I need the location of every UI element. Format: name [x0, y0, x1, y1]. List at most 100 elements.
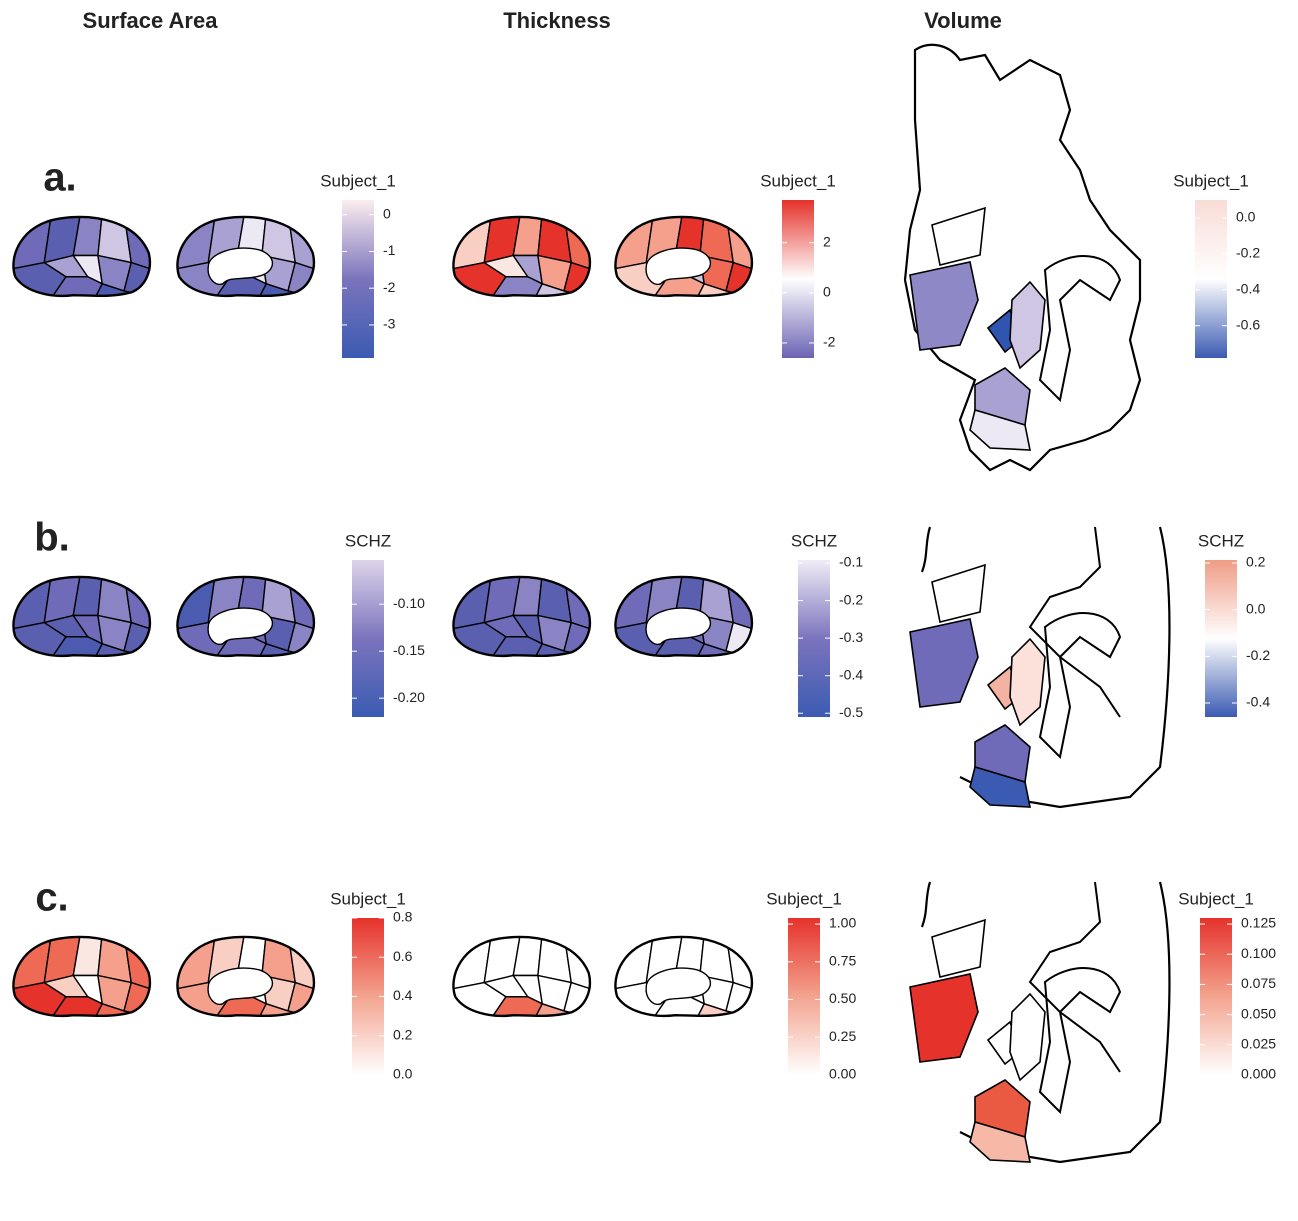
colorbar-tick-label: -0.4 — [1246, 694, 1270, 710]
colorbar-tick-label: -0.6 — [1236, 316, 1260, 332]
volume-outline — [903, 43, 1142, 472]
medial-wall — [646, 248, 710, 284]
volume-map — [909, 526, 1171, 809]
volume-outline — [1038, 255, 1122, 403]
brain-surface — [8, 933, 153, 1018]
brain-surface — [172, 933, 317, 1018]
colorbar-tick-label: 0.2 — [393, 1026, 413, 1042]
medial-wall — [208, 968, 272, 1004]
legend-title: Subject_1 — [760, 171, 836, 190]
volume-outline — [1028, 881, 1121, 1073]
colorbar-tick-label: -2 — [823, 334, 836, 350]
row-label: c. — [35, 876, 68, 920]
column-header: Thickness — [503, 8, 611, 33]
colorbar — [798, 560, 830, 717]
brain-surface — [448, 213, 593, 298]
volume-region — [1009, 637, 1046, 727]
colorbar-tick-label: -0.15 — [393, 642, 425, 658]
legend-title: SCHZ — [1198, 531, 1244, 550]
medial-wall — [208, 248, 272, 284]
colorbar-tick-label: 0 — [823, 283, 831, 299]
brain-outline — [13, 937, 149, 1016]
volume-region — [974, 724, 1031, 784]
brain-surface — [448, 933, 593, 1018]
medial-wall — [646, 968, 710, 1004]
colorbar-tick-label: 0.025 — [1241, 1036, 1276, 1052]
colorbar-tick-label: 0.0 — [393, 1066, 413, 1082]
volume-outline — [1038, 967, 1122, 1115]
medial-wall — [646, 608, 710, 644]
brain-surface — [610, 213, 755, 298]
colorbar-tick-label: 0.75 — [829, 952, 856, 968]
legend-title: Subject_1 — [1173, 171, 1249, 190]
brain-surface — [610, 933, 755, 1018]
volume-outline — [959, 526, 1171, 809]
colorbar-tick-label: -0.2 — [1236, 245, 1260, 261]
colorbar-tick-label: 2 — [823, 233, 831, 249]
colorbar — [1205, 560, 1237, 717]
legend-title: Subject_1 — [320, 171, 396, 190]
row-label: b. — [34, 516, 70, 560]
colorbar — [1200, 918, 1232, 1075]
colorbar — [342, 200, 374, 358]
colorbar — [1195, 200, 1227, 358]
colorbar-tick-label: -0.10 — [393, 595, 425, 611]
colorbar-tick-label: 0.000 — [1241, 1066, 1276, 1082]
brain-outline — [615, 217, 751, 296]
volume-region — [931, 563, 986, 623]
volume-region — [974, 1079, 1031, 1139]
colorbar-tick-label: -3 — [383, 316, 396, 332]
legend-title: Subject_1 — [766, 889, 842, 908]
colorbar-tick-label: -0.4 — [1236, 280, 1260, 296]
volume-region — [909, 261, 979, 351]
legend-title: Subject_1 — [330, 889, 406, 908]
colorbar-tick-label: 0.25 — [829, 1028, 856, 1044]
colorbar — [352, 918, 384, 1075]
brain-outline — [177, 937, 313, 1016]
column-header: Volume — [924, 8, 1002, 33]
row-label: a. — [43, 156, 76, 200]
brain-surface — [172, 573, 317, 658]
colorbar-tick-label: 0.2 — [1246, 554, 1266, 570]
volume-region — [1009, 992, 1046, 1082]
volume-region — [909, 973, 979, 1063]
volume-region — [931, 918, 986, 978]
volume-region — [1009, 280, 1046, 370]
volume-outline — [1038, 612, 1122, 760]
colorbar-tick-label: 0.100 — [1241, 945, 1276, 961]
brain-outline — [177, 577, 313, 656]
volume-outline — [1028, 526, 1121, 718]
brain-outline — [453, 577, 589, 656]
colorbar-tick-label: 0 — [383, 205, 391, 221]
brain-surface — [172, 213, 317, 298]
colorbar-tick-label: 0.4 — [393, 987, 413, 1003]
volume-map — [903, 43, 1142, 472]
colorbar-tick-label: -0.3 — [839, 629, 863, 645]
colorbar — [352, 560, 384, 717]
brain-outline — [13, 217, 149, 296]
legend-title: SCHZ — [791, 531, 837, 550]
brain-outline — [615, 937, 751, 1016]
colorbar-tick-label: 0.50 — [829, 990, 856, 1006]
colorbar-tick-label: -0.1 — [839, 554, 863, 570]
volume-region — [969, 765, 1031, 808]
colorbar-tick-label: -0.20 — [393, 689, 425, 705]
brain-outline — [13, 577, 149, 656]
colorbar-tick-label: 0.050 — [1241, 1005, 1276, 1021]
colorbar-tick-label: -0.5 — [839, 704, 863, 720]
colorbar-tick-label: 0.8 — [393, 909, 413, 925]
volume-region — [969, 1120, 1031, 1163]
brain-surface — [610, 573, 755, 658]
volume-region — [974, 367, 1031, 427]
colorbar-tick-label: 1.00 — [829, 915, 856, 931]
volume-outline — [920, 526, 932, 573]
colorbar-tick-label: 0.0 — [1236, 209, 1256, 225]
colorbar-tick-label: 0.00 — [829, 1066, 856, 1082]
brain-outline — [453, 937, 589, 1016]
colorbar-tick-label: -2 — [383, 279, 396, 295]
volume-region — [969, 408, 1031, 451]
brain-surface — [8, 213, 153, 298]
brain-outline — [615, 577, 751, 656]
column-header: Surface Area — [83, 8, 219, 33]
